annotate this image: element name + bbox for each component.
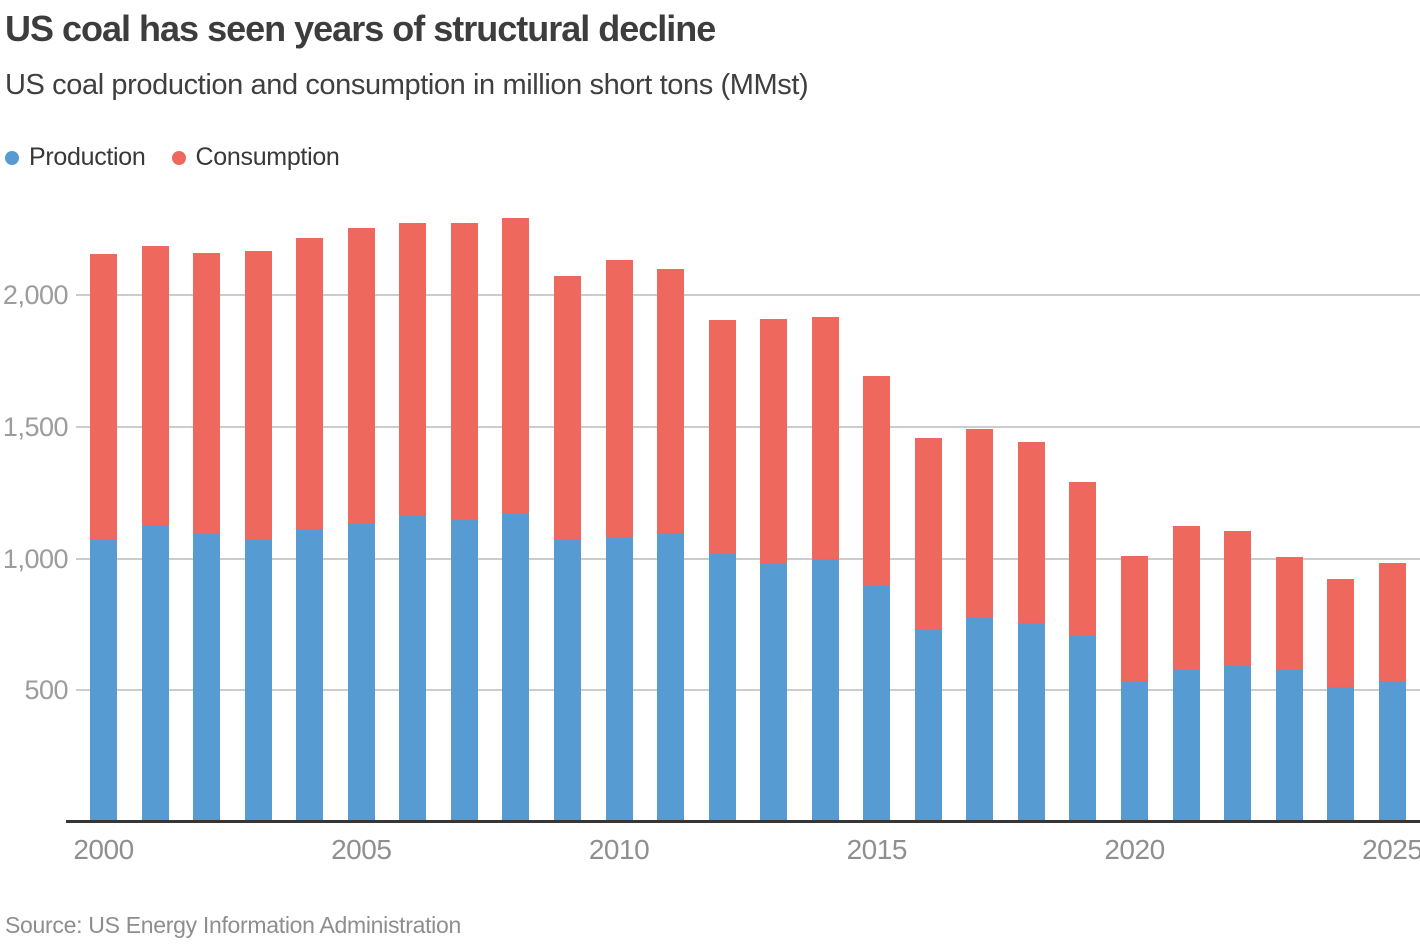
bar-2008-consumption[interactable] xyxy=(502,218,530,514)
bar-2007-consumption[interactable] xyxy=(450,222,478,520)
bar-2017-production[interactable] xyxy=(966,617,994,822)
y-tick-label-2000: 2,000 xyxy=(2,280,69,311)
bar-2022-production[interactable] xyxy=(1224,665,1252,822)
bar-2022-consumption[interactable] xyxy=(1224,530,1252,666)
bar-2011-consumption[interactable] xyxy=(657,269,685,534)
bar-2013-production[interactable] xyxy=(760,562,788,822)
bar-2003-production[interactable] xyxy=(244,539,272,822)
bar-2025-production[interactable] xyxy=(1378,682,1406,822)
chart-subtitle: US coal production and consumption in mi… xyxy=(5,69,809,101)
bar-2003-consumption[interactable] xyxy=(244,251,272,540)
bar-2024-consumption[interactable] xyxy=(1327,579,1355,688)
bar-2016-production[interactable] xyxy=(914,630,942,822)
bar-2012-production[interactable] xyxy=(708,554,736,822)
bar-2023-consumption[interactable] xyxy=(1275,556,1303,670)
bar-2007-production[interactable] xyxy=(450,519,478,822)
x-tick-label-2015: 2015 xyxy=(846,834,908,865)
source-note: Source: US Energy Information Administra… xyxy=(5,912,461,938)
production-dot-icon xyxy=(5,150,19,165)
bar-2012-consumption[interactable] xyxy=(708,320,736,555)
bar-2021-consumption[interactable] xyxy=(1172,526,1200,671)
bar-2001-production[interactable] xyxy=(141,524,169,822)
legend-item-consumption: Consumption xyxy=(171,143,340,172)
bar-2004-consumption[interactable] xyxy=(296,237,324,530)
bar-2001-consumption[interactable] xyxy=(141,245,169,525)
consumption-dot-icon xyxy=(171,150,186,165)
chart-legend: Production Consumption xyxy=(5,143,340,172)
bar-2000-production[interactable] xyxy=(90,539,117,822)
bar-2021-production[interactable] xyxy=(1172,670,1200,822)
bar-2002-consumption[interactable] xyxy=(193,253,221,534)
bar-2015-consumption[interactable] xyxy=(863,375,891,586)
legend-item-production: Production xyxy=(5,143,146,172)
bar-2014-consumption[interactable] xyxy=(811,316,839,559)
bar-2010-production[interactable] xyxy=(605,536,633,822)
bar-2020-consumption[interactable] xyxy=(1121,555,1148,682)
bar-2023-production[interactable] xyxy=(1275,669,1303,822)
y-tick-label-500: 500 xyxy=(24,675,68,706)
bar-2024-production[interactable] xyxy=(1327,687,1355,822)
x-tick-label-2010: 2010 xyxy=(588,834,650,865)
bar-2020-production[interactable] xyxy=(1121,681,1148,822)
bar-2004-production[interactable] xyxy=(296,529,324,822)
bar-2006-consumption[interactable] xyxy=(399,222,427,516)
bar-2000-consumption[interactable] xyxy=(90,253,117,540)
bar-2018-consumption[interactable] xyxy=(1017,441,1045,623)
y-tick-label-1000: 1,000 xyxy=(2,543,69,574)
bar-2017-consumption[interactable] xyxy=(966,429,994,618)
bar-2010-consumption[interactable] xyxy=(605,260,633,537)
legend-label-consumption: Consumption xyxy=(195,143,340,171)
bars-layer xyxy=(76,190,1420,822)
bar-2014-production[interactable] xyxy=(811,558,839,822)
bar-2019-production[interactable] xyxy=(1069,636,1097,822)
gridline-500 xyxy=(76,689,1420,692)
gridline-1000 xyxy=(76,557,1420,560)
bar-2005-consumption[interactable] xyxy=(347,227,375,525)
x-tick-label-2020: 2020 xyxy=(1104,834,1165,865)
bar-2015-production[interactable] xyxy=(863,585,891,822)
x-axis-line xyxy=(66,820,1420,823)
gridline-1500 xyxy=(76,426,1420,428)
bar-2008-production[interactable] xyxy=(502,513,530,822)
bar-2002-production[interactable] xyxy=(193,533,221,822)
y-tick-label-1500: 1,500 xyxy=(2,412,69,442)
bar-2016-consumption[interactable] xyxy=(914,437,942,631)
x-tick-label-2025: 2025 xyxy=(1362,834,1420,865)
gridline-2000 xyxy=(76,294,1420,297)
bar-2011-production[interactable] xyxy=(657,533,685,822)
bar-2025-consumption[interactable] xyxy=(1378,563,1406,683)
bar-2009-production[interactable] xyxy=(553,538,581,822)
bar-2005-production[interactable] xyxy=(347,524,375,822)
bar-2009-consumption[interactable] xyxy=(553,276,581,539)
x-tick-label-2005: 2005 xyxy=(331,834,392,865)
bar-2013-consumption[interactable] xyxy=(760,319,788,563)
bar-2006-production[interactable] xyxy=(399,515,427,822)
chart-title: US coal has seen years of structural dec… xyxy=(5,8,716,49)
bar-2018-production[interactable] xyxy=(1017,622,1045,822)
legend-label-production: Production xyxy=(29,143,146,171)
bar-2019-consumption[interactable] xyxy=(1069,481,1097,637)
x-tick-label-2000: 2000 xyxy=(73,834,134,865)
